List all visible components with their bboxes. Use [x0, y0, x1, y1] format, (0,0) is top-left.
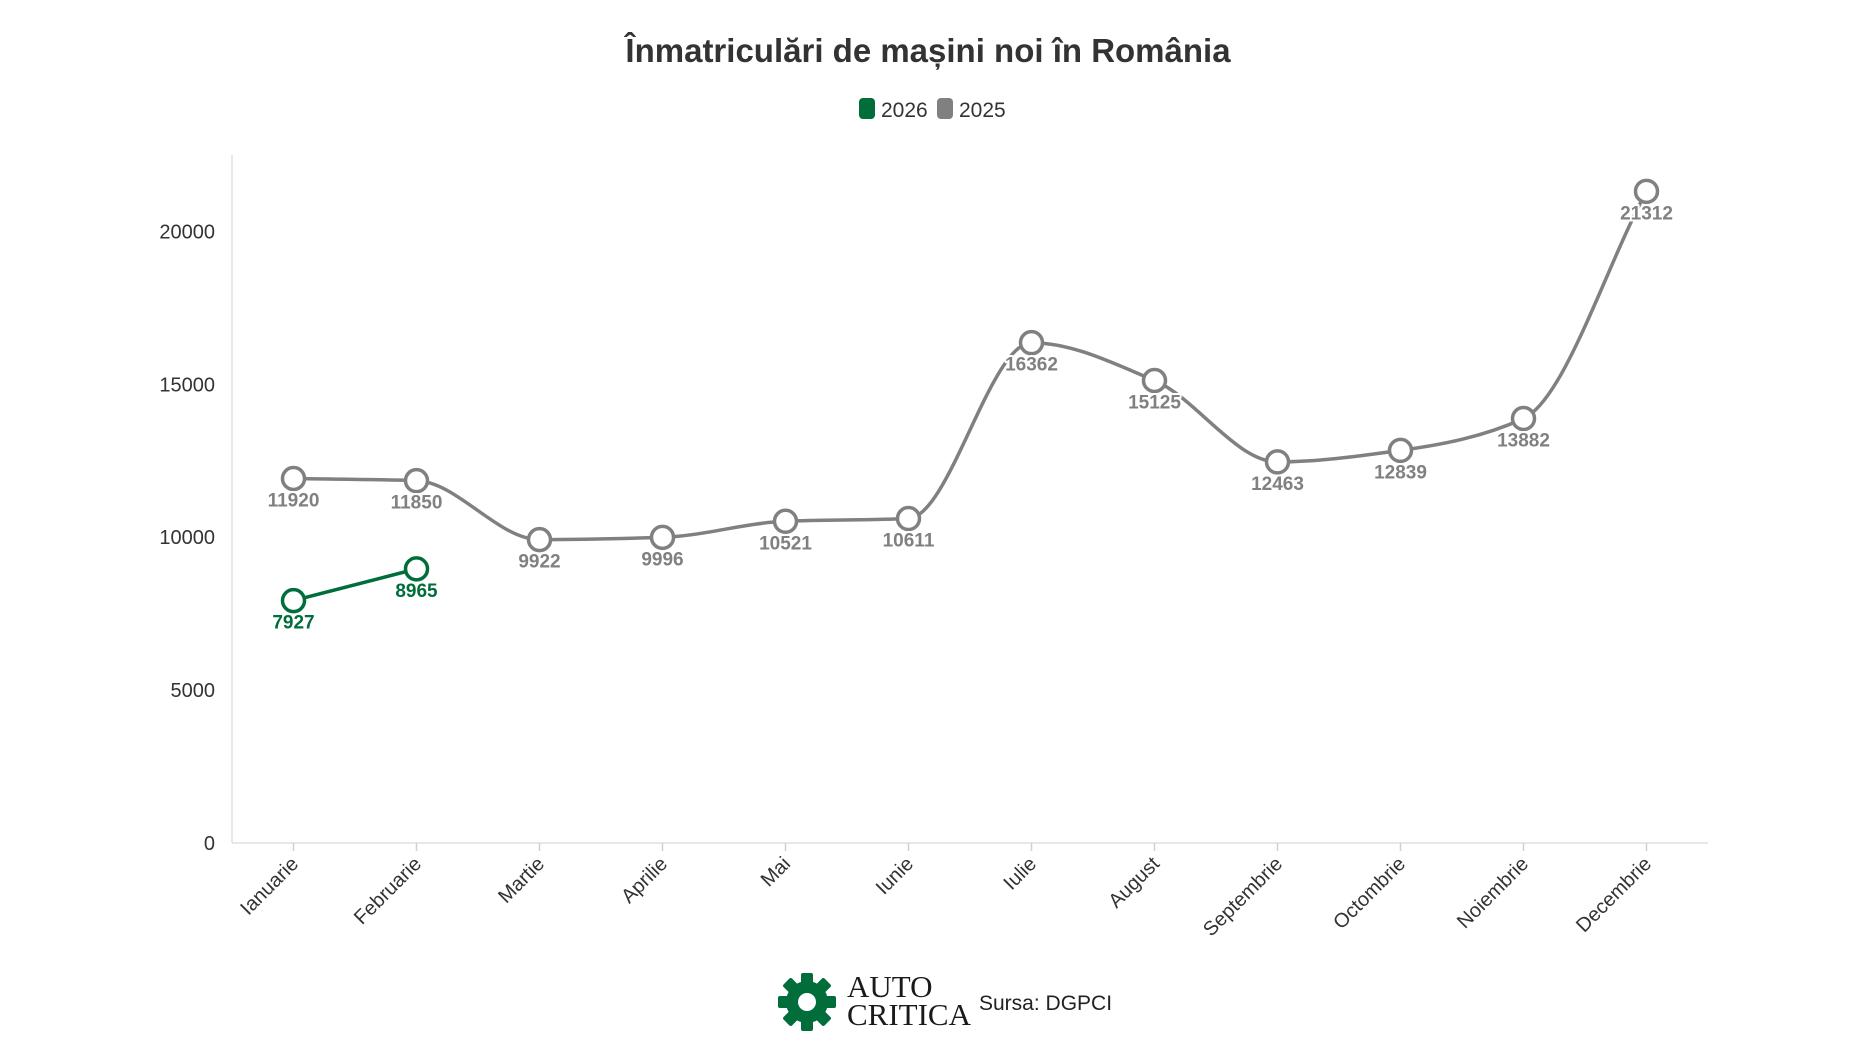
y-tick-label: 0	[204, 833, 215, 855]
brand-line-1: AUTO	[847, 969, 933, 1004]
data-point-2025-februarie[interactable]	[403, 467, 430, 494]
data-label-2025-ianuarie: 11920	[268, 491, 320, 512]
source-note: Sursa: DGPCI	[979, 992, 1112, 1015]
data-label-2026-ianuarie: 7927	[272, 613, 314, 634]
x-tick-label: Februarie	[350, 853, 426, 929]
y-tick-label: 10000	[159, 527, 215, 549]
data-label-2025-aprilie: 9996	[641, 549, 683, 570]
data-point-2025-martie[interactable]	[526, 526, 553, 553]
data-label-2025-septembrie: 12463	[1251, 474, 1304, 495]
x-tick-label: Noiembrie	[1453, 853, 1533, 933]
data-point-2025-aprilie[interactable]	[649, 524, 676, 551]
x-tick-label: Ianuarie	[236, 853, 303, 920]
data-point-2025-septembrie[interactable]	[1264, 449, 1291, 475]
y-tick-label: 5000	[171, 680, 216, 702]
data-label-2025-octombrie: 12839	[1374, 462, 1427, 483]
gear-hole	[798, 993, 816, 1011]
autocritica-logo	[778, 973, 836, 1031]
data-point-2025-iulie[interactable]	[1018, 329, 1045, 356]
data-point-2025-decembrie[interactable]	[1633, 178, 1660, 205]
y-tick-label: 20000	[159, 221, 215, 243]
series-2026	[280, 556, 430, 614]
x-tick-label: Mai	[757, 853, 795, 891]
data-point-2025-ianuarie[interactable]	[280, 465, 307, 492]
data-label-2026-februarie: 8965	[395, 581, 438, 602]
data-point-2025-octombrie[interactable]	[1387, 437, 1414, 464]
legend-swatch	[937, 98, 953, 119]
x-tick-label: Octombrie	[1329, 853, 1410, 934]
data-point-2025-mai[interactable]	[772, 508, 799, 535]
chart-title: Înmatriculări de mașini noi în România	[623, 32, 1231, 70]
y-tick-label: 15000	[159, 374, 215, 396]
legend-label: 2026	[881, 99, 928, 122]
x-tick-label: Aprilie	[617, 853, 672, 908]
x-tick-label: Septembrie	[1199, 853, 1287, 941]
x-tick-label: Iulie	[1000, 853, 1042, 895]
data-point-2025-august[interactable]	[1141, 367, 1168, 394]
legend-item-2026[interactable]: 2026	[859, 98, 928, 122]
legend-item-2025[interactable]: 2025	[937, 98, 1006, 122]
data-label-2025-mai: 10521	[759, 533, 812, 554]
series-line-2025	[291, 189, 1649, 542]
x-tick-label: Iunie	[872, 853, 918, 899]
legend: 2026 2025	[859, 98, 1006, 122]
data-point-2025-iunie[interactable]	[895, 505, 922, 532]
legend-label: 2025	[959, 99, 1006, 122]
legend-swatch	[859, 98, 875, 119]
data-label-2025-noiembrie: 13882	[1497, 431, 1550, 452]
data-point-2026-februarie[interactable]	[403, 556, 430, 582]
data-label-2025-martie: 9922	[518, 552, 560, 573]
footer: AUTO CRITICA Sursa: DGPCI	[778, 969, 1112, 1032]
x-tick-label: Martie	[494, 853, 549, 908]
data-point-2026-ianuarie[interactable]	[280, 587, 307, 614]
data-label-2025-iulie: 16362	[1005, 355, 1058, 376]
data-label-2025-februarie: 11850	[391, 493, 443, 514]
series-layer	[280, 178, 1660, 614]
data-label-2025-iunie: 10611	[883, 531, 935, 552]
data-point-2025-noiembrie[interactable]	[1510, 405, 1537, 432]
data-label-2025-decembrie: 21312	[1620, 203, 1673, 224]
series-line-2026	[291, 567, 419, 603]
data-labels: 11920 11850 9922 9996 10521 10611 16362 15125 12…	[266, 201, 1675, 635]
data-label-2025-august: 15125	[1128, 393, 1181, 414]
brand-line-2: CRITICA	[847, 997, 972, 1032]
x-tick-label: Decembrie	[1572, 853, 1656, 937]
x-tick-label: August	[1104, 853, 1164, 913]
series-2025	[280, 178, 1660, 553]
